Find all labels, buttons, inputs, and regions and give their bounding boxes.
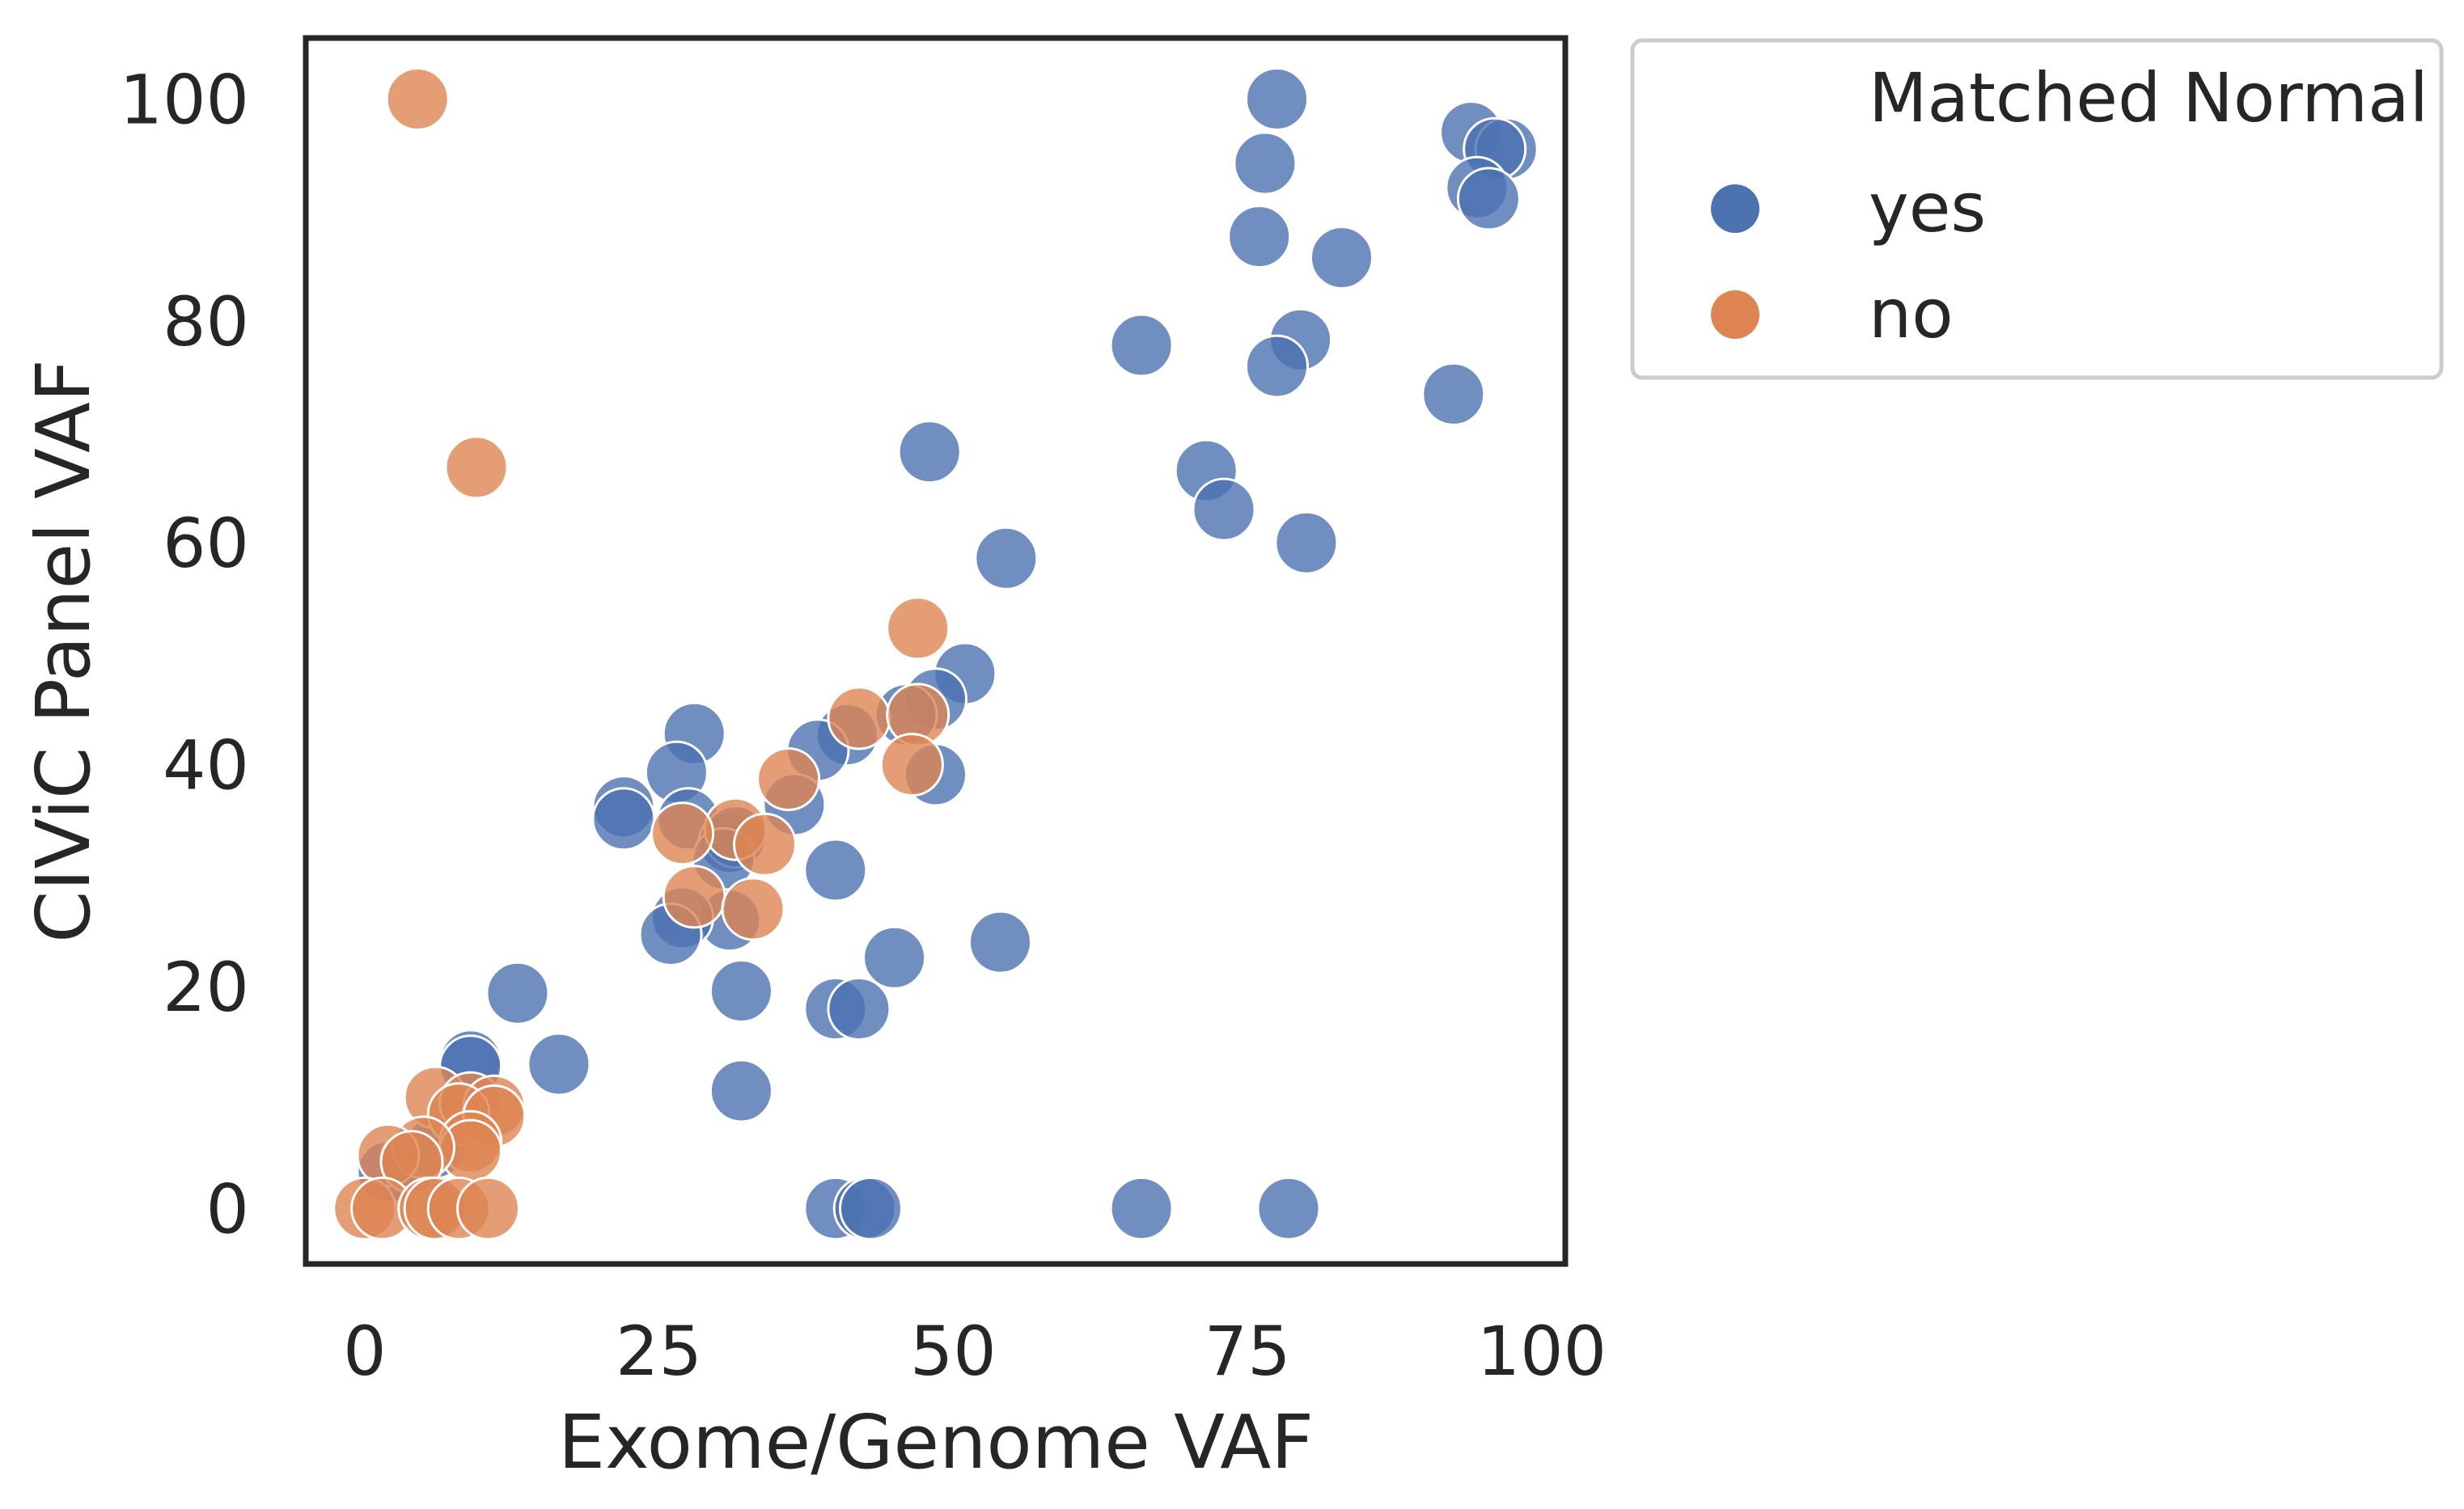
data-point-yes (1256, 1176, 1321, 1241)
y-tick-label: 20 (163, 948, 249, 1027)
legend-entries: yes no (1711, 168, 1986, 353)
legend-label-yes: yes (1869, 168, 1986, 247)
data-point-yes (1192, 477, 1256, 542)
data-point-yes (862, 925, 927, 990)
data-point-yes (1274, 510, 1339, 575)
data-point-yes (1109, 1176, 1174, 1241)
x-tick-label: 0 (343, 1312, 386, 1391)
data-point-yes (897, 420, 962, 484)
data-point-yes (591, 787, 656, 852)
x-tick-labels: 0 25 50 75 100 (343, 1312, 1607, 1391)
legend-frame (1630, 38, 2444, 380)
data-point-no (444, 435, 509, 500)
data-point-no (827, 686, 891, 750)
y-tick-label: 60 (163, 504, 249, 583)
legend-title: Matched Normal (1869, 58, 2428, 137)
data-point-yes (527, 1032, 591, 1097)
data-point-yes (974, 526, 1039, 590)
y-axis-label: CIViC Panel VAF (20, 359, 107, 943)
data-point-yes (485, 961, 550, 1025)
data-point-no (879, 733, 944, 797)
data-point-yes (1310, 226, 1374, 290)
data-point-yes (1456, 167, 1521, 231)
data-point-yes (1421, 361, 1486, 426)
data-point-yes (709, 959, 773, 1023)
y-tick-label: 0 (206, 1169, 249, 1249)
points-layer (332, 67, 1539, 1241)
legend-label-no: no (1869, 274, 1954, 353)
x-tick-label: 50 (910, 1312, 997, 1391)
data-point-yes (968, 910, 1032, 974)
data-point-yes (1245, 334, 1309, 399)
x-tick-label: 100 (1477, 1312, 1607, 1391)
data-point-no (385, 67, 450, 131)
data-point-yes (1245, 67, 1309, 131)
data-point-no (756, 747, 821, 811)
data-point-no (662, 864, 726, 929)
x-tick-label: 25 (616, 1312, 702, 1391)
data-point-no (650, 801, 715, 866)
y-tick-label: 80 (163, 282, 249, 361)
data-point-yes (803, 838, 868, 902)
data-point-yes (1227, 205, 1292, 269)
data-point-no (721, 877, 785, 941)
legend-marker-no (1711, 290, 1759, 339)
y-tick-label: 100 (120, 61, 249, 140)
x-axis-label: Exome/Genome VAF (558, 1399, 1314, 1486)
x-tick-label: 75 (1204, 1312, 1291, 1391)
data-point-no (456, 1176, 520, 1241)
y-tick-label: 40 (163, 726, 249, 805)
data-point-yes (1109, 313, 1174, 378)
data-point-yes (827, 977, 891, 1041)
data-point-yes (1233, 131, 1298, 196)
data-point-no (733, 812, 797, 877)
data-point-no (886, 596, 950, 661)
legend: Matched Normal yes no (1630, 38, 2444, 380)
data-point-yes (839, 1176, 903, 1241)
plot-frame (303, 35, 1569, 1267)
y-tick-labels: 0 20 40 60 80 100 (120, 61, 249, 1249)
legend-marker-yes (1711, 184, 1759, 233)
data-point-yes (709, 1059, 773, 1123)
